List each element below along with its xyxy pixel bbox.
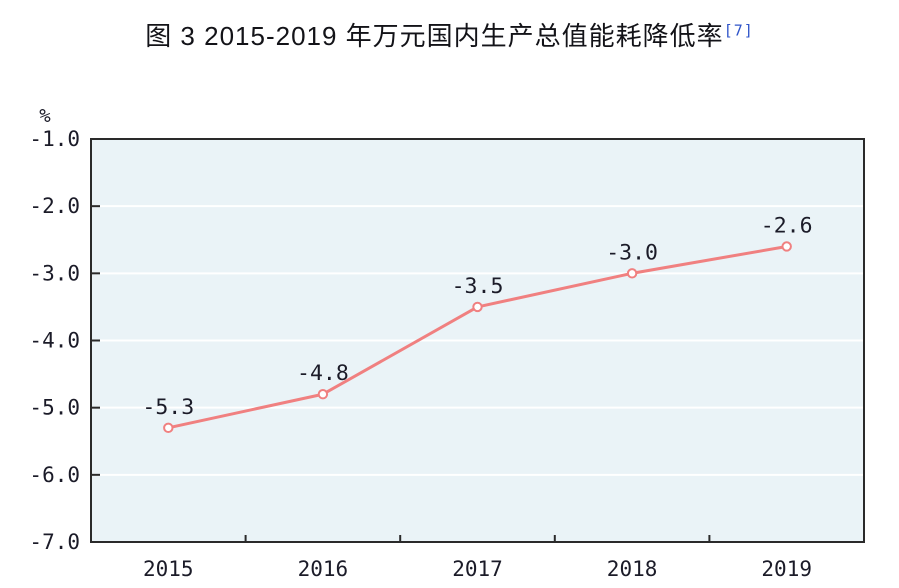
data-point-marker [472, 301, 483, 313]
chart-title: 图 3 2015-2019 年万元国内生产总值能耗降低率[7] [0, 16, 899, 53]
y-tick-label: -5.0 [29, 396, 80, 420]
data-point-marker [317, 389, 329, 400]
y-tick-label: -6.0 [29, 463, 80, 487]
data-point-marker [781, 241, 792, 252]
data-point-label: -2.6 [761, 213, 813, 238]
y-tick-label: -1.0 [29, 127, 80, 151]
y-tick-label: -4.0 [29, 329, 80, 353]
data-point-marker [163, 422, 174, 434]
plot-border [90, 138, 865, 543]
y-tick-label: -7.0 [29, 530, 80, 554]
y-tick-label: -3.0 [29, 261, 80, 285]
chart-title-text: 图 3 2015-2019 年万元国内生产总值能耗降低率 [145, 21, 724, 51]
data-point-label: -5.3 [142, 395, 194, 420]
y-axis-unit-label: % [39, 105, 51, 127]
x-tick-label: 2016 [298, 557, 349, 581]
data-point-label: -4.8 [297, 361, 349, 386]
data-point-label: -3.0 [606, 240, 658, 265]
x-tick-label: 2015 [143, 557, 194, 581]
x-tick-label: 2019 [761, 557, 812, 581]
x-tick-label: 2018 [607, 557, 658, 581]
x-tick-label: 2017 [452, 557, 503, 581]
y-tick-label: -2.0 [29, 194, 80, 218]
data-point-label: -3.5 [452, 274, 504, 299]
data-point-marker [626, 268, 638, 279]
chart-title-footnote: [7] [723, 21, 754, 40]
